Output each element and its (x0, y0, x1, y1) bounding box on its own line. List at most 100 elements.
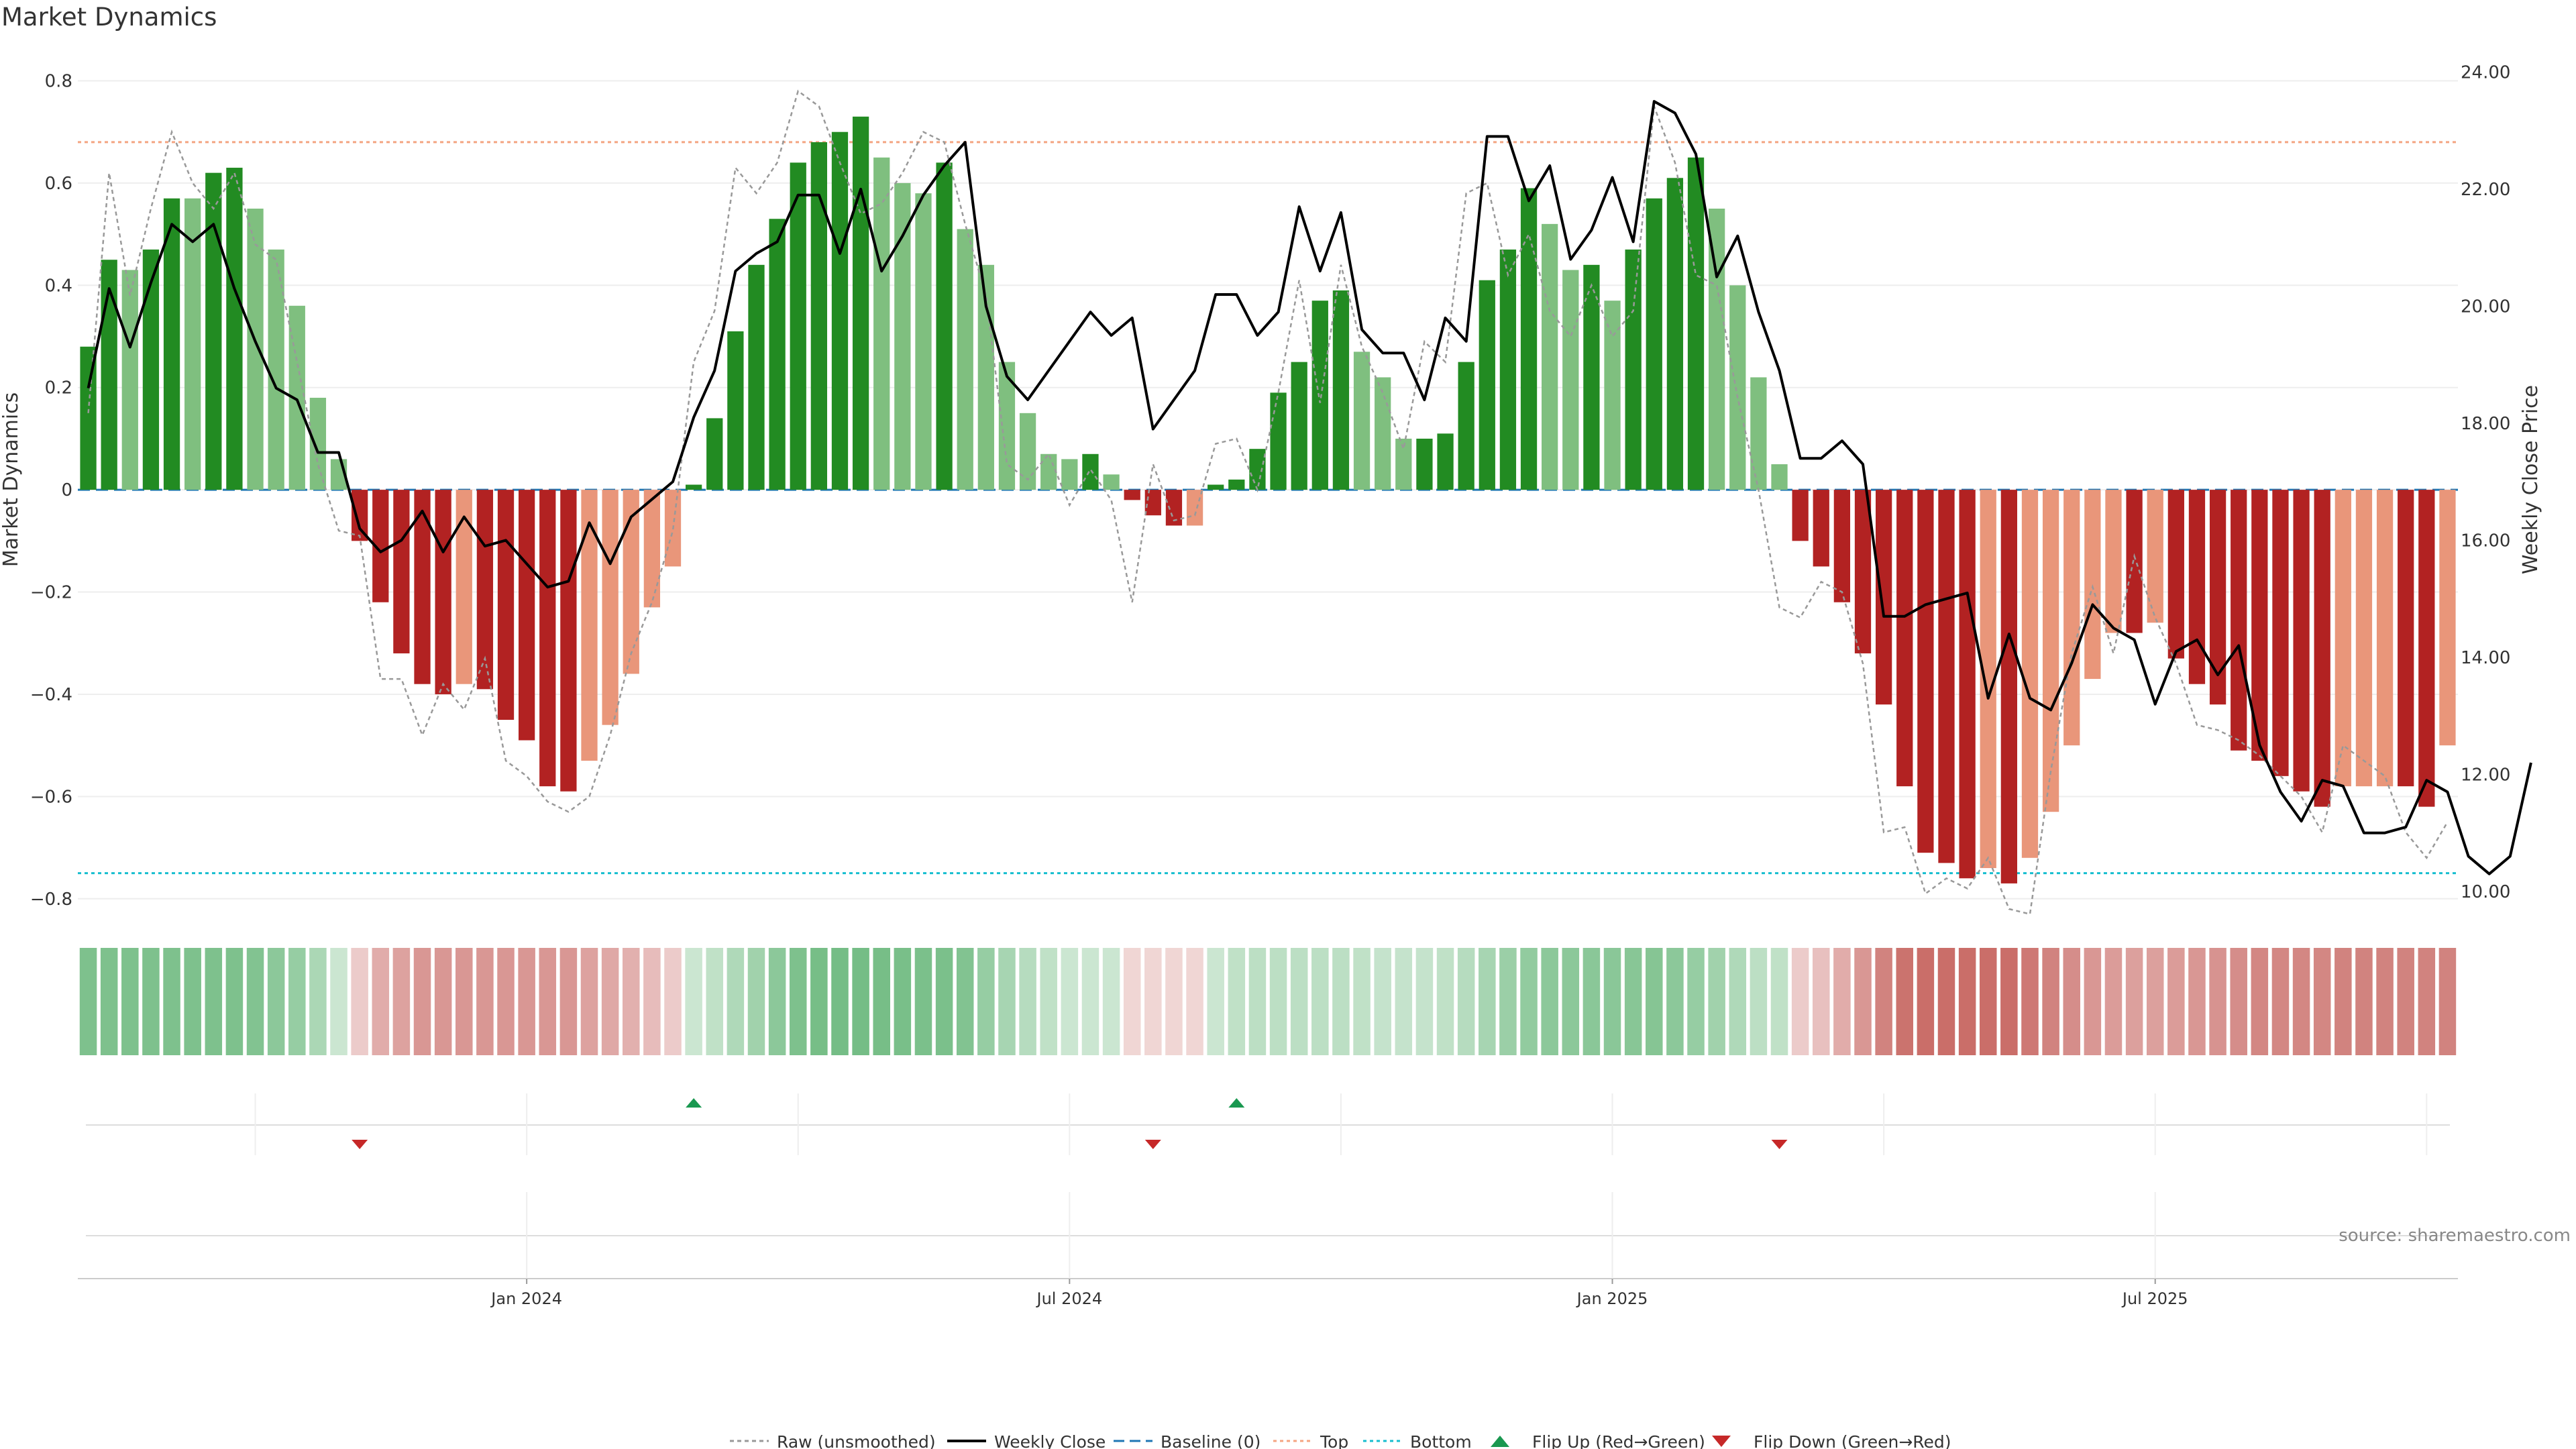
heatmap-cell (664, 948, 682, 1055)
momentum-bar (1750, 377, 1767, 490)
momentum-bar (1542, 223, 1558, 490)
heatmap-cell (1833, 948, 1851, 1055)
y2-tick-label: 24.00 (2461, 62, 2510, 83)
heatmap-cell (1186, 948, 1203, 1055)
momentum-bar (1709, 208, 1725, 490)
momentum-bar (2334, 490, 2351, 787)
legend-baseline-label: Baseline (0) (1161, 1432, 1260, 1449)
y2-tick-label: 20.00 (2461, 297, 2510, 317)
momentum-bar (1103, 474, 1120, 490)
heatmap-cell (246, 948, 264, 1055)
momentum-bar (1479, 280, 1495, 490)
momentum-bar (581, 490, 598, 761)
heatmap-cell (1603, 948, 1621, 1055)
heatmap-cell (852, 948, 869, 1055)
heatmap-cell (1353, 948, 1371, 1055)
momentum-bar (894, 182, 911, 490)
heatmap-cell (1040, 948, 1057, 1055)
y2-tick-label: 18.00 (2461, 414, 2510, 434)
momentum-bar (1729, 285, 1746, 490)
heatmap-cell (79, 948, 97, 1055)
grid-lines (78, 80, 2458, 900)
momentum-bar (2021, 490, 2039, 858)
heatmap-cell (2438, 948, 2457, 1055)
y-tick-label: 0 (61, 480, 72, 500)
flip-down-marker (352, 1140, 368, 1149)
heatmap-cell (1290, 948, 1308, 1055)
y-tick-label: 0.2 (45, 378, 72, 398)
momentum-bar (1646, 198, 1662, 490)
heatmap-cell (956, 948, 974, 1055)
momentum-bar (2188, 490, 2206, 684)
momentum-bar (226, 168, 243, 490)
momentum-bar (101, 260, 117, 490)
heatmap-cell (2334, 948, 2352, 1055)
heatmap-cell (935, 948, 953, 1055)
heatmap-cell (2063, 948, 2080, 1055)
axes: 0.8 0.6 0.4 0.2 0 −0.2 −0.4 −0.6 −0.8 24.00 22.00 2… (30, 62, 2511, 1308)
momentum-bars (80, 116, 2456, 883)
momentum-bar (1144, 490, 1161, 516)
heatmap-cell (1102, 948, 1120, 1055)
flip-down-marker (1144, 1140, 1161, 1149)
heatmap-cell (622, 948, 640, 1055)
momentum-bar (2439, 490, 2456, 746)
momentum-bar (1687, 157, 1705, 490)
momentum-bar (1520, 188, 1538, 490)
momentum-bar (2376, 490, 2394, 787)
heatmap-cell (2167, 948, 2185, 1055)
heatmap-cell (1248, 948, 1267, 1055)
heatmap-cell (831, 948, 849, 1055)
heatmap-cell (1729, 948, 1747, 1055)
momentum-bar (1186, 490, 1203, 526)
y-tick-label: 0.6 (45, 174, 72, 194)
y2-tick-label: 12.00 (2461, 765, 2510, 785)
flip-markers-panel (86, 1093, 2450, 1155)
momentum-bar (790, 162, 806, 490)
legend-flip-up-icon (1491, 1436, 1509, 1447)
heatmap-cell (1019, 948, 1036, 1055)
momentum-bar (352, 490, 368, 541)
momentum-bar (1082, 453, 1099, 490)
momentum-bar (1311, 301, 1328, 490)
momentum-bar (1019, 413, 1036, 490)
heatmap-cell (1436, 948, 1454, 1055)
y-tick-label: −0.2 (30, 583, 72, 603)
momentum-bar (1416, 438, 1433, 490)
heatmap-cell (121, 948, 139, 1055)
momentum-bar (810, 142, 827, 490)
momentum-bar (2293, 490, 2310, 792)
heatmap-cell (225, 948, 244, 1055)
heatmap-cell (1395, 948, 1413, 1055)
heatmap-cell (2125, 948, 2143, 1055)
heatmap-cell (518, 948, 535, 1055)
momentum-bar (915, 193, 932, 490)
heatmap-cell (1541, 948, 1558, 1055)
momentum-bar (539, 490, 556, 787)
heatmap-cell (1269, 948, 1287, 1055)
momentum-bar (1228, 479, 1245, 490)
momentum-bar (2314, 490, 2330, 807)
heatmap-cell (1415, 948, 1434, 1055)
momentum-bar (1604, 301, 1621, 490)
heatmap-cell (2042, 948, 2059, 1055)
momentum-bar (706, 418, 723, 490)
flip-up-marker (1228, 1098, 1245, 1108)
heatmap-cell (1979, 948, 1997, 1055)
heatmap-cell (1791, 948, 1809, 1055)
momentum-bar (205, 172, 222, 490)
heatmap-cell (747, 948, 765, 1055)
momentum-bar (1375, 377, 1391, 490)
momentum-bar (80, 346, 97, 490)
heatmap-cell (1499, 948, 1517, 1055)
momentum-bar (1875, 490, 1892, 705)
heatmap-cell (1165, 948, 1183, 1055)
y2-tick-label: 10.00 (2461, 882, 2510, 902)
y-tick-label: −0.6 (30, 787, 72, 807)
heatmap-cell (643, 948, 661, 1055)
heatmap-cell (2000, 948, 2018, 1055)
momentum-bar (1625, 249, 1642, 490)
momentum-bar (852, 116, 869, 490)
momentum-bar (519, 490, 535, 741)
